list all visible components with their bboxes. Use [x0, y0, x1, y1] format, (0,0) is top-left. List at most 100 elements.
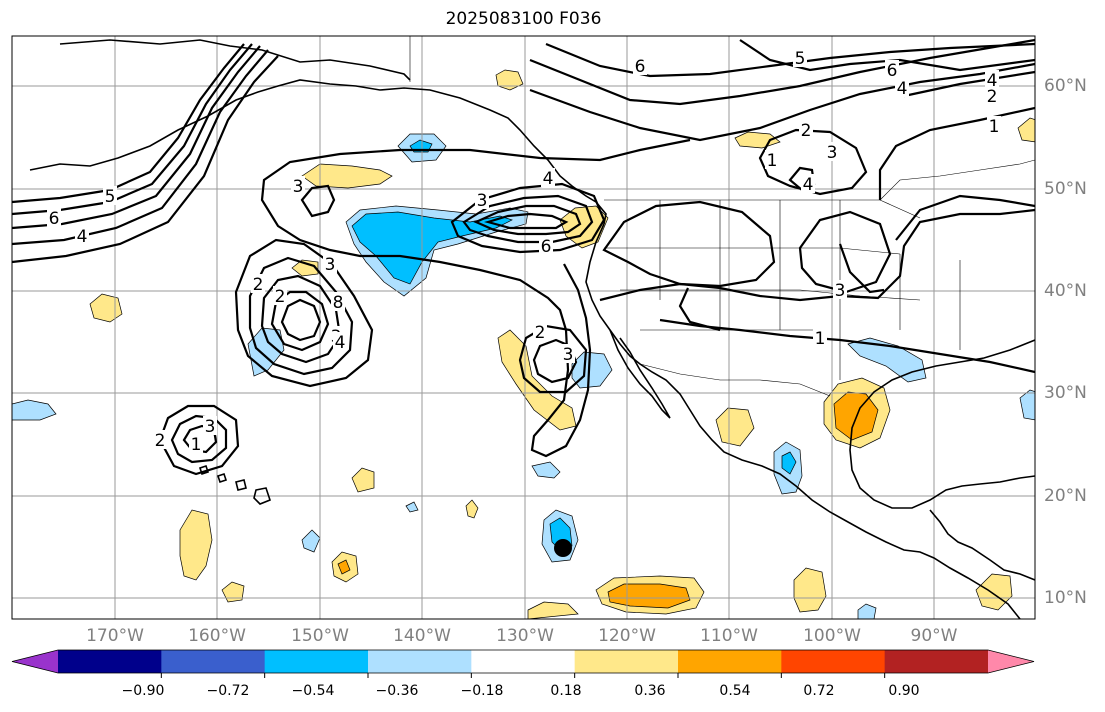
colorbar-tick-label: 0.18 — [550, 683, 582, 699]
colorbar-swatch — [264, 650, 369, 673]
contour-label: 2 — [801, 121, 812, 141]
contour-label-background — [203, 416, 217, 435]
contour-line — [462, 194, 594, 244]
contour-line — [529, 38, 1035, 106]
contour-line — [739, 39, 1035, 72]
map-frame — [11, 35, 1036, 620]
contour-label-background — [75, 226, 89, 245]
contour-label-background — [825, 142, 839, 161]
negative-anomaly-region — [301, 529, 321, 553]
contour-label-background — [291, 176, 305, 195]
coastline-hawaii — [198, 464, 271, 505]
contour-label: 4 — [77, 227, 88, 247]
contour-line — [260, 138, 691, 458]
contour-label-background — [539, 236, 553, 255]
contour-label-background — [793, 48, 807, 67]
contour-label: 2 — [155, 431, 166, 451]
lon-label-150w: 150°W — [291, 626, 349, 646]
contour-label-background — [251, 274, 265, 293]
graticule — [12, 36, 1035, 619]
positive-anomaly-region — [351, 467, 375, 493]
contour-line — [473, 204, 582, 236]
positive-anomaly-region — [465, 499, 479, 519]
contour-label: 4 — [897, 79, 908, 99]
lon-label-170w: 170°W — [86, 626, 144, 646]
contour-label: 3 — [325, 255, 336, 275]
lat-label-60n: 60°N — [1044, 76, 1087, 96]
contour-label: 2 — [275, 287, 286, 307]
colorbar-swatch — [884, 650, 989, 673]
contour-labels: 5642642332362384235643134311241 — [47, 48, 1001, 455]
colorbar-swatch — [781, 650, 886, 673]
coastline-central-america — [929, 509, 1035, 581]
contour-label: 1 — [767, 151, 778, 171]
contour-label-background — [895, 78, 909, 97]
political-borders — [409, 36, 1035, 397]
contour-line — [12, 55, 279, 264]
negative-anomaly-region — [857, 603, 877, 619]
contour-line — [12, 49, 269, 246]
contour-label-background — [985, 86, 999, 105]
contour-label-background — [885, 60, 899, 79]
colorbar-swatch — [471, 650, 576, 673]
negative-anomaly-region — [12, 399, 57, 421]
contour-line — [895, 194, 1035, 241]
colorbar-swatch — [368, 650, 472, 673]
contour-line — [12, 45, 261, 230]
contour-label: 6 — [635, 57, 646, 77]
contour-line — [602, 200, 776, 288]
colorbar-tick-label: −0.18 — [460, 683, 504, 699]
contour-label: 4 — [543, 169, 554, 189]
contour-label-background — [765, 150, 779, 169]
contour-line — [234, 238, 374, 388]
colorbar-tick-label: 0.90 — [888, 683, 920, 699]
colorbar — [11, 649, 1035, 678]
colorbar-tick-label: −0.72 — [206, 683, 250, 699]
contour-label: 3 — [835, 281, 846, 301]
contour-label: 3 — [477, 191, 488, 211]
lat-label-30n: 30°N — [1044, 383, 1087, 403]
contour-line — [12, 43, 253, 216]
contour-label-background — [323, 254, 337, 273]
contour-label: 6 — [49, 209, 60, 229]
lon-label-90w: 90°W — [910, 626, 958, 646]
contour-label-background — [333, 332, 347, 351]
contour-line — [529, 62, 1035, 142]
lon-label-120w: 120°W — [598, 626, 656, 646]
coastline-alaska-peninsula — [29, 79, 607, 225]
positive-anomaly-region — [715, 407, 755, 447]
contour-label: 2 — [535, 323, 546, 343]
colorbar-tick-label: −0.36 — [375, 683, 419, 699]
contour-label: 1 — [815, 329, 826, 349]
negative-anomaly-region — [531, 461, 561, 479]
contour-line — [545, 42, 1035, 78]
contour-label: 1 — [989, 117, 1000, 137]
contour-line — [838, 243, 885, 294]
contour-line — [450, 182, 606, 254]
contour-label: 3 — [827, 143, 838, 163]
map-background — [12, 36, 1035, 619]
colorbar-tick-label: 0.54 — [719, 683, 751, 699]
contour-label-background — [833, 280, 847, 299]
contour-label: 6 — [887, 61, 898, 81]
negative-anomaly-region — [405, 501, 419, 513]
coastline-alaska — [59, 39, 411, 81]
contour-label: 5 — [795, 49, 806, 69]
contour-label: 3 — [293, 177, 304, 197]
contour-line — [599, 208, 1035, 302]
positive-anomaly-region — [89, 293, 123, 323]
strong-negative-anomaly-region — [781, 451, 797, 475]
positive-anomaly-region — [179, 509, 213, 581]
contour-label-background — [153, 430, 167, 449]
lon-label-160w: 160°W — [188, 626, 246, 646]
contour-line — [532, 338, 578, 384]
contour-label-background — [561, 344, 575, 363]
positive-anomaly-region — [793, 567, 827, 613]
contour-label-background — [273, 286, 287, 305]
contour-label-background — [533, 322, 547, 341]
contour-label-background — [475, 190, 489, 209]
positive-anomaly-region — [527, 601, 579, 619]
contour-line — [158, 404, 240, 476]
lat-label-20n: 20°N — [1044, 486, 1087, 506]
negative-anomaly-region — [847, 337, 927, 383]
